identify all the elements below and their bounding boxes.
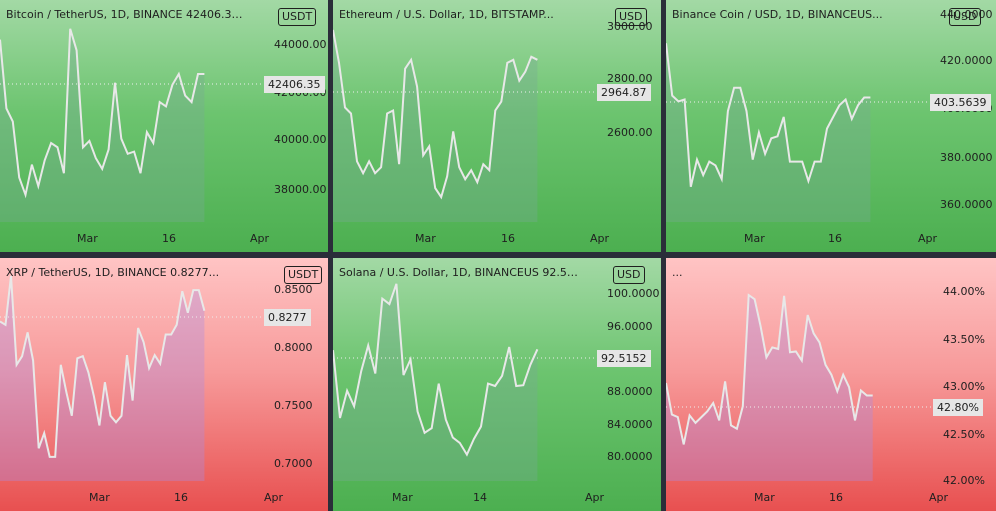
price-area xyxy=(666,295,873,481)
chart-panel-5[interactable]: Solana / U.S. Dollar, 1D, BINANCEUS 92.5… xyxy=(333,258,661,511)
price-plot[interactable] xyxy=(0,0,328,252)
x-axis-tick: Mar xyxy=(744,232,765,245)
y-axis-tick: 2600.00 xyxy=(607,126,653,139)
y-axis-tick: 38000.00 xyxy=(274,183,327,196)
chart-title: Ethereum / U.S. Dollar, 1D, BITSTAMP... xyxy=(339,8,554,21)
y-axis-tick: 42.00% xyxy=(943,474,985,487)
x-axis-tick: 16 xyxy=(828,232,842,245)
x-axis-tick: 16 xyxy=(829,491,843,504)
currency-badge[interactable]: USD xyxy=(615,8,647,26)
last-price-label: 403.5639 xyxy=(930,94,991,111)
chart-panel-4[interactable]: XRP / TetherUS, 1D, BINANCE 0.8277... USD… xyxy=(0,258,328,511)
price-line xyxy=(333,29,538,200)
last-price-label: 42.80% xyxy=(933,399,983,416)
price-plot[interactable] xyxy=(666,0,996,252)
price-plot[interactable] xyxy=(333,0,661,252)
x-axis-tick: Apr xyxy=(590,232,610,245)
chart-panel-1[interactable]: Bitcoin / TetherUS, 1D, BINANCE 42406.35… xyxy=(0,0,328,252)
chart-title: Binance Coin / USD, 1D, BINANCEUS... xyxy=(672,8,883,21)
currency-badge[interactable]: USDT xyxy=(278,8,317,26)
currency-badge[interactable]: USD xyxy=(949,8,981,26)
y-axis-tick: 43.00% xyxy=(943,380,985,393)
price-plot[interactable] xyxy=(333,258,661,511)
price-plot[interactable] xyxy=(0,258,328,511)
last-price-label: 92.5152 xyxy=(597,350,651,367)
price-line xyxy=(666,43,871,188)
y-axis-tick: 2800.00 xyxy=(607,72,653,85)
x-axis-tick: 16 xyxy=(501,232,515,245)
y-axis-tick: 380.0000 xyxy=(940,151,993,164)
y-axis-tick: 96.0000 xyxy=(607,320,653,333)
y-axis-tick: 40000.00 xyxy=(274,133,327,146)
x-axis-tick: Apr xyxy=(929,491,949,504)
chart-title: Bitcoin / TetherUS, 1D, BINANCE 42406.35… xyxy=(6,8,248,21)
x-axis-tick: 14 xyxy=(473,491,487,504)
price-area xyxy=(0,276,205,481)
y-axis-tick: 84.0000 xyxy=(607,418,653,431)
y-axis-tick: 420.0000 xyxy=(940,54,993,67)
price-line xyxy=(666,293,873,445)
y-axis-tick: 0.8000 xyxy=(274,341,313,354)
y-axis-tick: 88.0000 xyxy=(607,385,653,398)
y-axis-tick: 42.50% xyxy=(943,428,985,441)
currency-badge[interactable]: USD xyxy=(613,266,645,284)
x-axis-tick: Apr xyxy=(585,491,605,504)
y-axis-tick: 44.00% xyxy=(943,285,985,298)
chart-title: XRP / TetherUS, 1D, BINANCE 0.8277... xyxy=(6,266,220,279)
last-price-label: 2964.87 xyxy=(597,84,651,101)
chart-title: ... xyxy=(672,266,683,279)
price-line xyxy=(0,28,205,199)
chart-panel-6[interactable]: ... 44.00% 43.50% 43.00% 42.50% 42.00% 42.80% M… xyxy=(666,258,996,511)
x-axis-tick: Apr xyxy=(264,491,284,504)
y-axis-tick: 0.7000 xyxy=(274,457,313,470)
x-axis-tick: Mar xyxy=(77,232,98,245)
y-axis-tick: 360.0000 xyxy=(940,198,993,211)
price-plot[interactable] xyxy=(666,258,996,511)
price-area xyxy=(333,283,538,481)
y-axis-tick: 44000.00 xyxy=(274,38,327,51)
y-axis-tick: 3000.00 xyxy=(607,20,653,33)
y-axis-tick: 43.50% xyxy=(943,333,985,346)
price-area xyxy=(333,29,538,223)
last-price-label: 0.8277 xyxy=(264,309,311,326)
x-axis-tick: Mar xyxy=(754,491,775,504)
currency-badge[interactable]: USDT xyxy=(284,266,323,284)
x-axis-tick: 16 xyxy=(174,491,188,504)
y-axis-tick: 0.7500 xyxy=(274,399,313,412)
x-axis-tick: Mar xyxy=(415,232,436,245)
price-line xyxy=(0,275,206,458)
last-price-label: 42406.35 xyxy=(264,76,325,93)
chart-panel-2[interactable]: Ethereum / U.S. Dollar, 1D, BITSTAMP... U… xyxy=(333,0,661,252)
price-area xyxy=(666,43,871,223)
y-axis-tick: 0.8500 xyxy=(274,283,313,296)
chart-panel-3[interactable]: Binance Coin / USD, 1D, BINANCEUS... USD 4… xyxy=(666,0,996,252)
x-axis-tick: Apr xyxy=(918,232,938,245)
price-line xyxy=(333,283,539,457)
x-axis-tick: Apr xyxy=(250,232,270,245)
price-area xyxy=(0,28,205,222)
x-axis-tick: 16 xyxy=(162,232,176,245)
y-axis-tick: 80.0000 xyxy=(607,450,653,463)
y-axis-tick: 440.0000 xyxy=(940,8,993,21)
x-axis-tick: Mar xyxy=(392,491,413,504)
y-axis-tick: 100.0000 xyxy=(607,287,660,300)
x-axis-tick: Mar xyxy=(89,491,110,504)
chart-title: Solana / U.S. Dollar, 1D, BINANCEUS 92.5… xyxy=(339,266,581,279)
